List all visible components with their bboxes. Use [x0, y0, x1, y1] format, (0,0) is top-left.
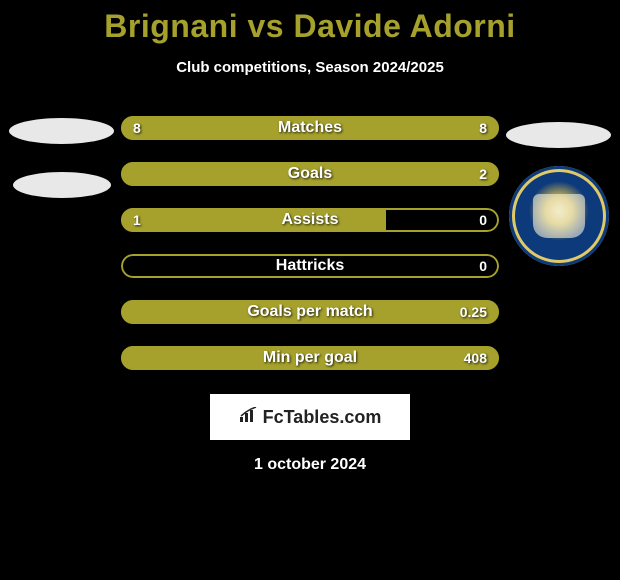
bar-value-right: 0: [479, 258, 487, 274]
bar-fill-left: [121, 208, 386, 232]
bar-value-left: 1: [133, 212, 141, 228]
bar-value-left: 8: [133, 120, 141, 136]
stat-bars: 8 Matches 8 Goals 2 1 Assists 0 Hattricks 0 Goals …: [119, 116, 501, 370]
bar-value-right: 408: [464, 350, 487, 366]
player2-image-placeholder: [506, 122, 611, 148]
bar-label: Hattricks: [276, 257, 344, 275]
stat-bar: Goals 2: [121, 162, 499, 186]
stat-bar: Min per goal 408: [121, 346, 499, 370]
bar-label: Min per goal: [263, 349, 357, 367]
date-label: 1 october 2024: [0, 456, 620, 474]
bar-value-right: 0.25: [460, 304, 487, 320]
subtitle: Club competitions, Season 2024/2025: [0, 59, 620, 76]
player1-image-placeholder: [9, 118, 114, 144]
stat-bar: 1 Assists 0: [121, 208, 499, 232]
player1-club-placeholder: [13, 172, 111, 198]
bar-label: Assists: [282, 211, 339, 229]
right-side: [501, 116, 616, 266]
bar-label: Goals per match: [247, 303, 372, 321]
player2-club-badge: [509, 166, 609, 266]
badge-lion-icon: [533, 194, 585, 238]
chart-icon: [239, 407, 259, 428]
bar-value-right: 0: [479, 212, 487, 228]
bar-label: Goals: [288, 165, 332, 183]
bar-value-right: 8: [479, 120, 487, 136]
stat-bar: 8 Matches 8: [121, 116, 499, 140]
fctables-logo: FcTables.com: [210, 394, 410, 440]
bar-label: Matches: [278, 119, 342, 137]
page-title: Brignani vs Davide Adorni: [0, 8, 620, 45]
main-row: 8 Matches 8 Goals 2 1 Assists 0 Hattricks 0 Goals …: [0, 116, 620, 370]
left-side: [4, 116, 119, 198]
comparison-card: Brignani vs Davide Adorni Club competiti…: [0, 0, 620, 474]
logo-text: FcTables.com: [263, 407, 382, 428]
bar-value-right: 2: [479, 166, 487, 182]
stat-bar: Hattricks 0: [121, 254, 499, 278]
stat-bar: Goals per match 0.25: [121, 300, 499, 324]
